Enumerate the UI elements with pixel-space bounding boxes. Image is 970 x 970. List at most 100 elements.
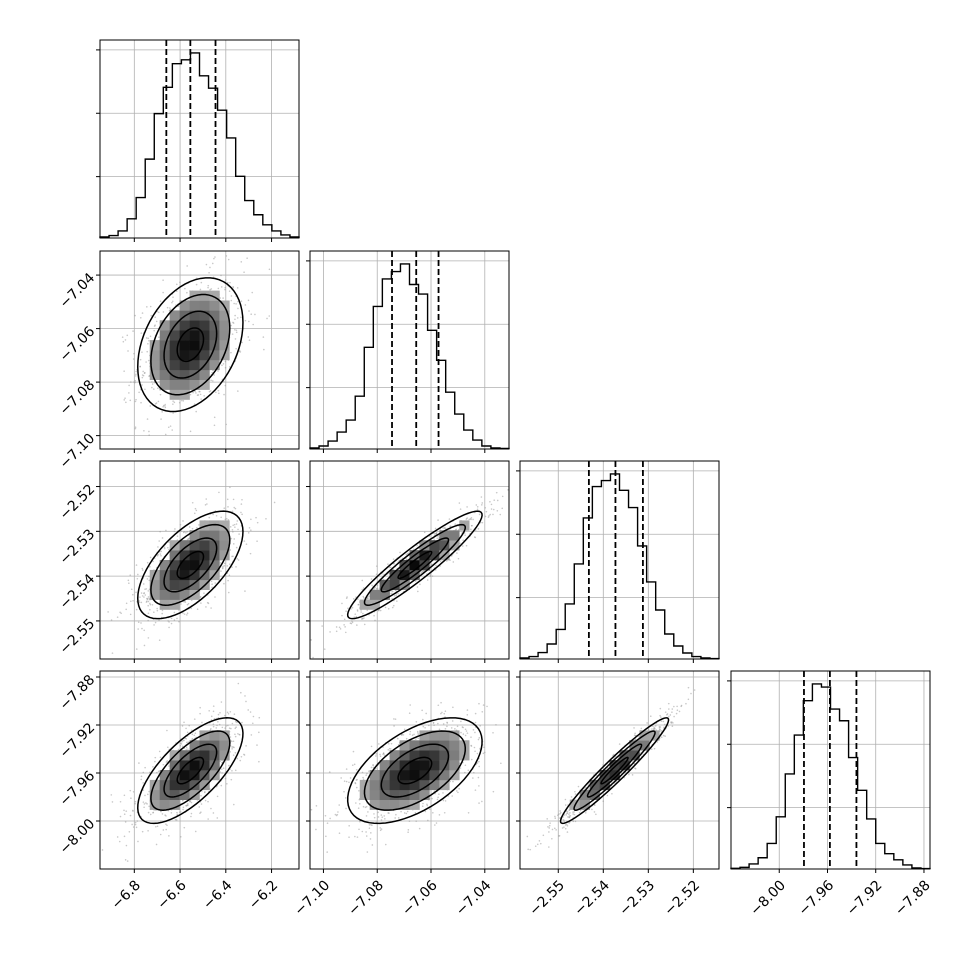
sample-point	[457, 528, 460, 531]
sample-point	[216, 795, 219, 798]
sample-point	[375, 755, 377, 757]
density-cell	[369, 599, 380, 610]
sample-point	[465, 518, 468, 520]
sample-point	[478, 765, 480, 768]
sample-point	[234, 526, 236, 528]
sample-point	[444, 800, 447, 802]
sample-point	[176, 617, 178, 620]
sample-point	[148, 597, 151, 600]
sample-point	[135, 591, 137, 594]
sample-point	[449, 559, 451, 561]
sample-point	[247, 299, 250, 302]
sample-point	[425, 712, 427, 715]
sample-point	[171, 301, 173, 304]
sample-point	[477, 738, 480, 741]
sample-point	[434, 527, 437, 530]
sample-point	[136, 577, 139, 580]
sample-point	[164, 403, 166, 406]
density-cell	[189, 760, 200, 771]
density-cell	[369, 589, 380, 600]
sample-point	[132, 330, 134, 332]
sample-point	[230, 324, 232, 327]
sample-point	[362, 612, 364, 615]
sample-point	[161, 537, 164, 539]
sample-point	[207, 602, 210, 605]
density-cell	[199, 320, 210, 331]
sample-point	[451, 720, 454, 722]
sample-point	[357, 598, 359, 600]
sample-point	[240, 511, 242, 514]
density-cell	[209, 330, 220, 341]
sample-point	[405, 553, 408, 556]
sample-point	[120, 612, 122, 615]
sample-point	[328, 771, 331, 773]
sample-point	[198, 390, 200, 393]
sample-point	[111, 652, 114, 654]
sample-point	[222, 297, 224, 299]
density-cell	[439, 530, 450, 541]
density-cell	[149, 579, 160, 590]
sample-point	[123, 399, 126, 401]
sample-point	[204, 504, 207, 506]
sample-point	[127, 350, 129, 352]
sample-point	[220, 286, 223, 288]
sample-point	[353, 763, 356, 766]
sample-point	[383, 815, 386, 817]
sample-point	[141, 830, 144, 833]
sample-point	[193, 403, 196, 405]
sample-point	[179, 281, 181, 284]
contour-line	[380, 743, 450, 798]
density-cell	[399, 569, 410, 581]
sample-point	[338, 804, 341, 806]
sample-point	[536, 452, 538, 454]
sample-point	[142, 583, 145, 585]
sample-point	[422, 718, 424, 721]
sample-point	[143, 803, 146, 805]
sample-point	[153, 611, 155, 614]
sample-point	[156, 825, 159, 828]
scatter-panel-1-3: −2.55−2.54−2.53−2.52	[57, 460, 300, 663]
sample-point	[159, 393, 162, 396]
sample-point	[119, 815, 122, 818]
sample-point	[513, 715, 515, 717]
sample-point	[125, 401, 127, 404]
sample-point	[359, 820, 361, 823]
density-cell	[179, 350, 190, 361]
sample-point	[454, 523, 457, 525]
sample-point	[472, 777, 474, 779]
density-cell	[209, 760, 220, 771]
sample-point	[227, 724, 229, 727]
sample-point	[140, 601, 143, 604]
sample-point	[345, 807, 347, 810]
sample-point	[173, 530, 176, 533]
sample-point	[434, 532, 436, 535]
sample-point	[355, 596, 357, 598]
sample-point	[137, 628, 139, 630]
contour-line	[397, 550, 433, 580]
sample-point	[194, 732, 197, 735]
sample-point	[409, 704, 412, 706]
density-cell	[199, 770, 210, 781]
sample-point	[134, 427, 137, 430]
sample-point	[362, 595, 365, 598]
sample-point	[409, 733, 411, 735]
sample-point	[236, 520, 239, 522]
density-cell	[439, 760, 450, 771]
density-cell	[399, 740, 410, 751]
sample-point	[146, 418, 149, 420]
density-cell	[409, 740, 420, 751]
sample-point	[157, 400, 160, 403]
sample-point	[393, 595, 396, 597]
sample-point	[478, 802, 480, 804]
sample-point	[369, 838, 372, 840]
sample-point	[149, 603, 152, 606]
sample-point	[231, 333, 234, 335]
sample-point	[193, 512, 196, 515]
sample-point	[156, 771, 158, 774]
density-cell	[189, 589, 200, 600]
sample-point	[399, 551, 401, 554]
sample-point	[147, 337, 150, 340]
sample-point	[241, 721, 243, 724]
density-cell	[189, 330, 200, 341]
sample-point	[435, 822, 438, 824]
